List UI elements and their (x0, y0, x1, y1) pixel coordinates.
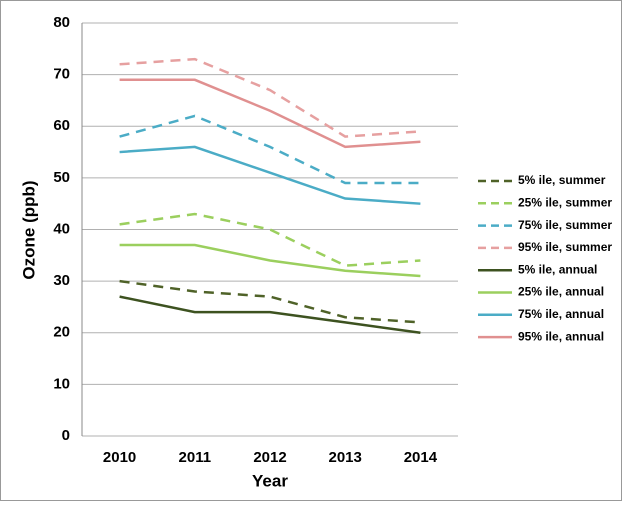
y-tick-label: 10 (53, 375, 70, 392)
legend-label: 75% ile, summer (518, 218, 612, 232)
series-line (119, 78, 421, 149)
legend-label: 75% ile, annual (518, 307, 604, 321)
x-axis-label: Year (252, 471, 288, 490)
series-line (119, 57, 421, 138)
legend-label: 5% ile, annual (518, 262, 597, 276)
y-tick-label: 40 (53, 220, 70, 237)
y-tick-label: 80 (53, 14, 70, 31)
series-line (119, 145, 421, 205)
y-tick-label: 0 (62, 427, 70, 444)
x-tick-label: 2014 (404, 449, 438, 466)
y-tick-label: 30 (53, 272, 70, 289)
legend-label: 25% ile, annual (518, 285, 604, 299)
series-line (119, 243, 421, 278)
legend-label: 25% ile, summer (518, 195, 612, 209)
y-tick-label: 20 (53, 324, 70, 341)
x-tick-label: 2013 (329, 449, 362, 466)
x-tick-label: 2010 (103, 449, 136, 466)
legend-label: 95% ile, summer (518, 240, 612, 254)
y-tick-label: 50 (53, 169, 70, 186)
legend-label: 5% ile, summer (518, 173, 606, 187)
series-line (119, 212, 421, 267)
series-line (119, 114, 421, 185)
y-tick-label: 60 (53, 117, 70, 134)
y-tick-label: 70 (53, 66, 70, 83)
legend-label: 95% ile, annual (518, 329, 604, 343)
x-tick-label: 2011 (179, 449, 212, 466)
x-tick-label: 2012 (253, 449, 286, 466)
y-axis-label: Ozone (ppb) (19, 180, 38, 279)
series-line (119, 295, 421, 334)
